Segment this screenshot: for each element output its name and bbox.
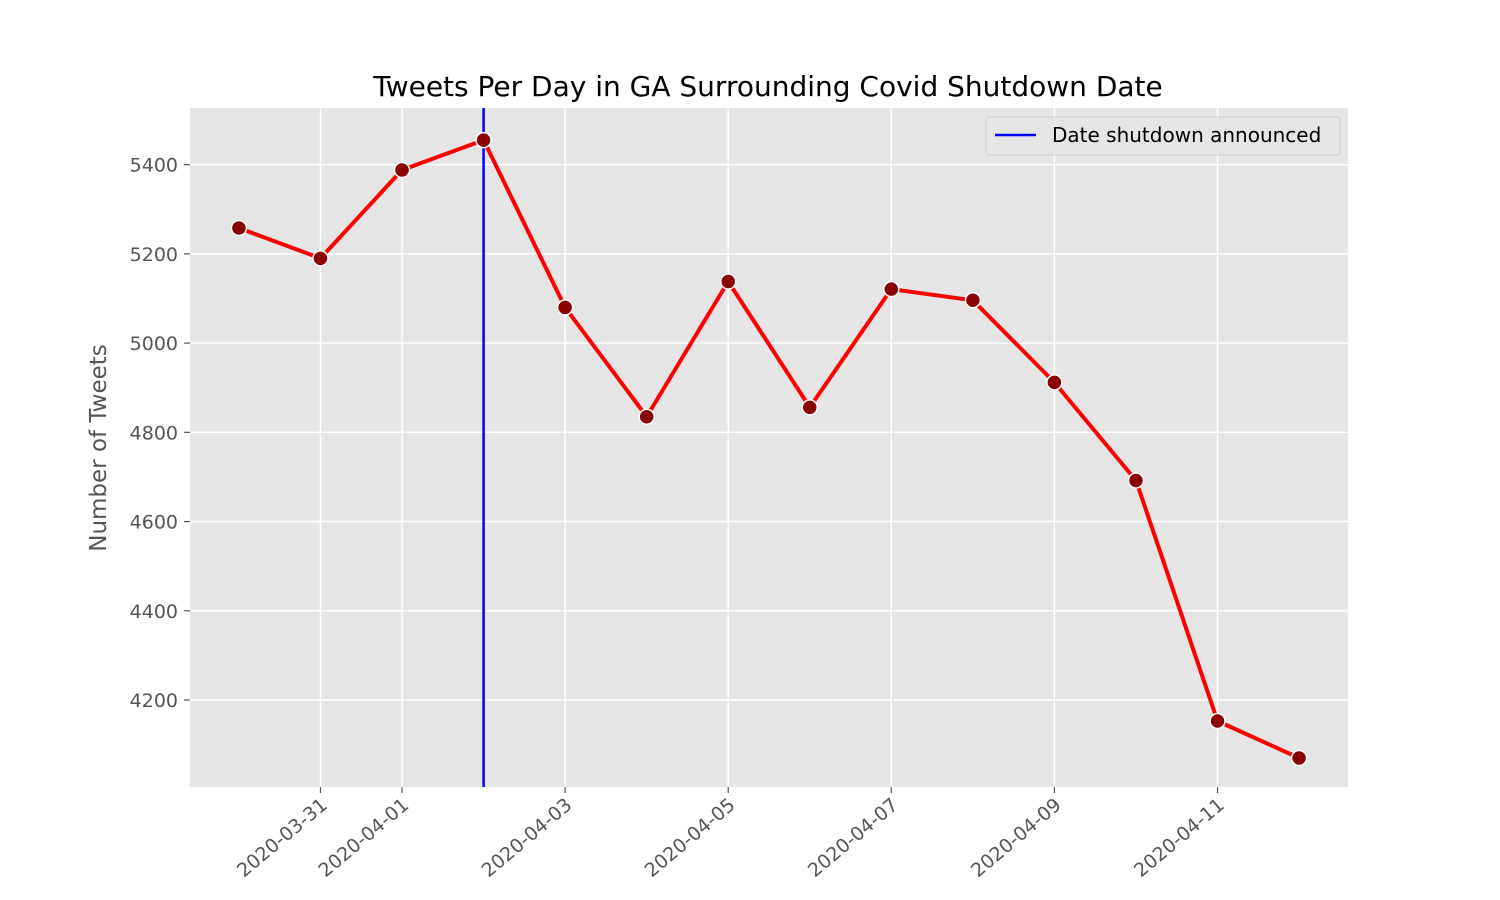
data-point (719, 273, 737, 290)
x-tick-label: 2020-04-09 (967, 794, 1066, 882)
legend-box (985, 116, 1341, 156)
x-tick-label: 2020-04-11 (1130, 794, 1229, 882)
data-point (964, 292, 982, 309)
x-tick-label: 2020-04-01 (315, 794, 414, 882)
data-point (312, 250, 329, 267)
legend: Date shutdown announced (985, 116, 1341, 156)
data-point (1209, 712, 1226, 730)
data-point (1290, 749, 1308, 767)
y-tick-label: 5400 (130, 155, 178, 177)
y-tick-label: 4200 (130, 690, 178, 712)
series-group (230, 131, 1308, 767)
y-tick-label: 4400 (130, 601, 178, 623)
series-line (238, 138, 1300, 760)
x-tick-label: 2020-04-03 (478, 794, 577, 882)
chart-title: Tweets Per Day in GA Surrounding Covid S… (372, 70, 1163, 103)
y-tick-label: 5000 (130, 333, 178, 355)
y-axis-label: Number of Tweets (86, 344, 112, 552)
data-point (1127, 472, 1145, 489)
x-tick-label: 2020-04-07 (804, 794, 903, 882)
data-point (1046, 374, 1063, 391)
data-point (475, 131, 492, 149)
data-point (883, 280, 900, 298)
y-tick-label: 4600 (130, 512, 178, 534)
data-point (393, 161, 411, 179)
data-point (556, 299, 574, 316)
plot-area (190, 108, 1348, 787)
data-point (801, 399, 819, 416)
grid-lines (190, 108, 1348, 787)
x-tick-label: 2020-04-05 (641, 794, 740, 882)
y-tick-label: 4800 (130, 422, 178, 444)
data-point (638, 408, 655, 425)
legend-entry-shutdown: Date shutdown announced (1052, 123, 1321, 147)
data-point (230, 219, 248, 237)
y-axis: 4200 4400 4600 4800 5000 5200 5400 (130, 155, 190, 712)
y-tick-label: 5200 (130, 244, 178, 266)
